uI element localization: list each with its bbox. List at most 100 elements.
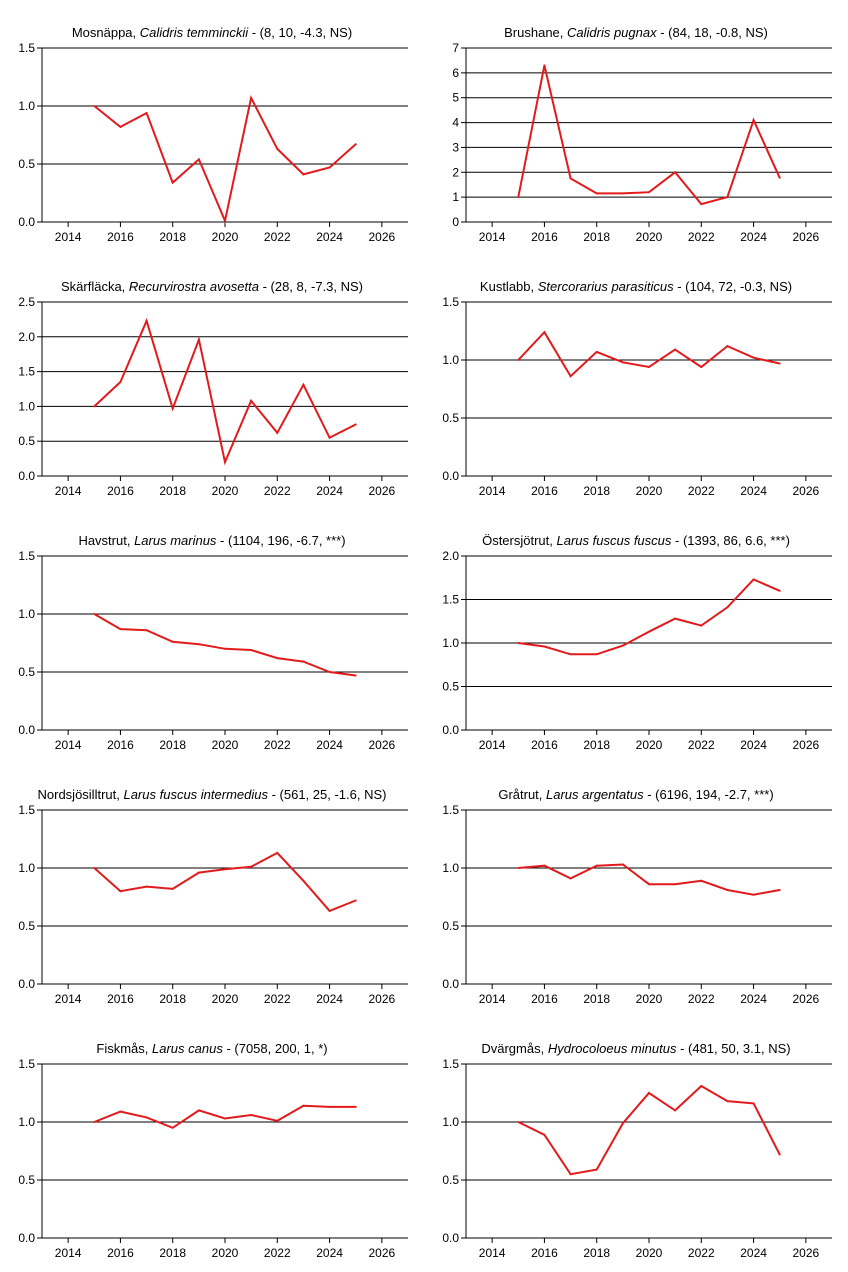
series-line [517, 1084, 781, 1176]
title-common-name: Gråtrut, [498, 787, 546, 802]
x-tick-label: 2020 [636, 1246, 663, 1260]
y-tick-label: 0.0 [18, 977, 35, 991]
data-point [569, 653, 572, 656]
title-common-name: Fiskmås, [96, 1041, 152, 1056]
title-common-name: Nordsjösilltrut, [38, 787, 124, 802]
data-point [700, 624, 703, 627]
data-point [726, 606, 729, 609]
x-tick-label: 2024 [740, 738, 767, 752]
title-stats: - (6196, 194, -2.7, ***) [644, 787, 774, 802]
x-tick-label: 2026 [793, 992, 820, 1006]
chart-svg: Kustlabb, Stercorarius parasiticus - (10… [442, 279, 832, 498]
x-tick-label: 2016 [107, 484, 134, 498]
x-tick-label: 2022 [688, 1246, 715, 1260]
title-scientific-name: Larus canus [152, 1041, 223, 1056]
x-tick-label: 2026 [369, 1246, 396, 1260]
x-tick-label: 2018 [583, 992, 610, 1006]
data-point [224, 647, 226, 650]
title-common-name: Östersjötrut, [482, 533, 556, 548]
x-tick-label: 2016 [107, 1246, 134, 1260]
x-tick-label: 2014 [55, 738, 82, 752]
y-tick-label: 2 [452, 165, 459, 179]
chart-panel-3: Skärfläcka, Recurvirostra avosetta - (28… [0, 254, 424, 508]
series-line [518, 863, 780, 896]
x-tick-label: 2014 [479, 484, 506, 498]
title-stats: - (28, 8, -7.3, NS) [259, 279, 363, 294]
title-scientific-name: Calidris temminckii [140, 25, 249, 40]
y-tick-label: 1.5 [18, 1057, 35, 1071]
data-point [700, 203, 703, 206]
chart-panel-5: Havstrut, Larus marinus - (1104, 196, -6… [0, 508, 424, 762]
y-tick-label: 0.5 [442, 919, 459, 933]
title-scientific-name: Recurvirostra avosetta [129, 279, 259, 294]
y-tick-label: 0 [452, 215, 459, 229]
x-tick-label: 2016 [531, 484, 558, 498]
chart-title: Kustlabb, Stercorarius parasiticus - (10… [480, 279, 792, 294]
data-point [674, 617, 677, 620]
x-tick-label: 2014 [55, 1246, 82, 1260]
y-tick-label: 0.5 [18, 665, 35, 679]
y-tick-label: 0.0 [18, 723, 35, 737]
title-common-name: Mosnäppa, [72, 25, 140, 40]
x-tick-label: 2018 [159, 230, 186, 244]
x-tick-label: 2026 [793, 230, 820, 244]
x-tick-label: 2026 [369, 230, 396, 244]
data-point [250, 648, 253, 651]
data-point [276, 1119, 279, 1122]
chart-svg: Mosnäppa, Calidris temminckii - (8, 10, … [18, 25, 408, 244]
data-point [276, 657, 279, 660]
chart-svg: Östersjötrut, Larus fuscus fuscus - (139… [442, 533, 832, 752]
y-tick-label: 1.0 [442, 1115, 459, 1129]
y-tick-label: 0.0 [442, 469, 459, 483]
data-point [726, 196, 729, 199]
data-point [595, 192, 598, 195]
data-point [517, 1121, 520, 1123]
x-tick-label: 2014 [479, 1246, 506, 1260]
y-tick-label: 2.0 [18, 330, 35, 344]
x-tick-label: 2018 [159, 992, 186, 1006]
series-line [93, 613, 356, 677]
data-point [778, 589, 781, 592]
data-point [224, 868, 226, 871]
data-point [752, 893, 755, 896]
chart-title: Havstrut, Larus marinus - (1104, 196, -6… [78, 533, 345, 548]
data-point [778, 362, 781, 365]
data-point [621, 192, 624, 195]
y-tick-label: 0.5 [442, 680, 459, 694]
data-point [543, 64, 546, 67]
y-tick-label: 0.5 [442, 1173, 459, 1187]
data-point [197, 871, 200, 874]
series-line [93, 94, 357, 225]
title-common-name: Dvärgmås, [481, 1041, 547, 1056]
title-stats: - (481, 50, 3.1, NS) [676, 1041, 790, 1056]
x-tick-label: 2014 [55, 992, 82, 1006]
data-point [543, 864, 546, 867]
data-point [621, 863, 624, 866]
data-point [302, 383, 305, 386]
series-line [517, 330, 780, 378]
x-tick-label: 2016 [531, 1246, 558, 1260]
x-tick-label: 2026 [793, 484, 820, 498]
x-tick-label: 2024 [316, 738, 343, 752]
data-point [250, 399, 253, 402]
x-tick-label: 2024 [316, 230, 343, 244]
data-point [778, 176, 781, 179]
x-tick-label: 2024 [316, 992, 343, 1006]
data-point [197, 1109, 200, 1112]
y-tick-label: 0.0 [442, 977, 459, 991]
data-point [569, 1173, 572, 1176]
data-point [250, 96, 253, 99]
y-tick-label: 1.0 [442, 861, 459, 875]
x-tick-label: 2020 [636, 230, 663, 244]
data-point [224, 1117, 226, 1120]
y-tick-label: 1.0 [442, 636, 459, 650]
data-point [778, 1153, 781, 1156]
y-tick-label: 7 [452, 41, 459, 55]
y-tick-label: 1.5 [18, 365, 35, 379]
data-point [569, 375, 572, 378]
data-point [328, 166, 331, 169]
y-tick-label: 1.0 [18, 99, 35, 113]
title-scientific-name: Stercorarius parasiticus [538, 279, 674, 294]
x-tick-label: 2026 [793, 1246, 820, 1260]
